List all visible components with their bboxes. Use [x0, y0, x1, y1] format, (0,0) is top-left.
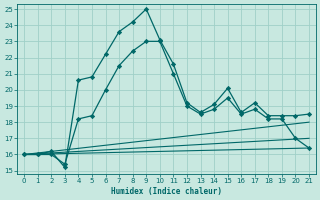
X-axis label: Humidex (Indice chaleur): Humidex (Indice chaleur): [111, 187, 222, 196]
